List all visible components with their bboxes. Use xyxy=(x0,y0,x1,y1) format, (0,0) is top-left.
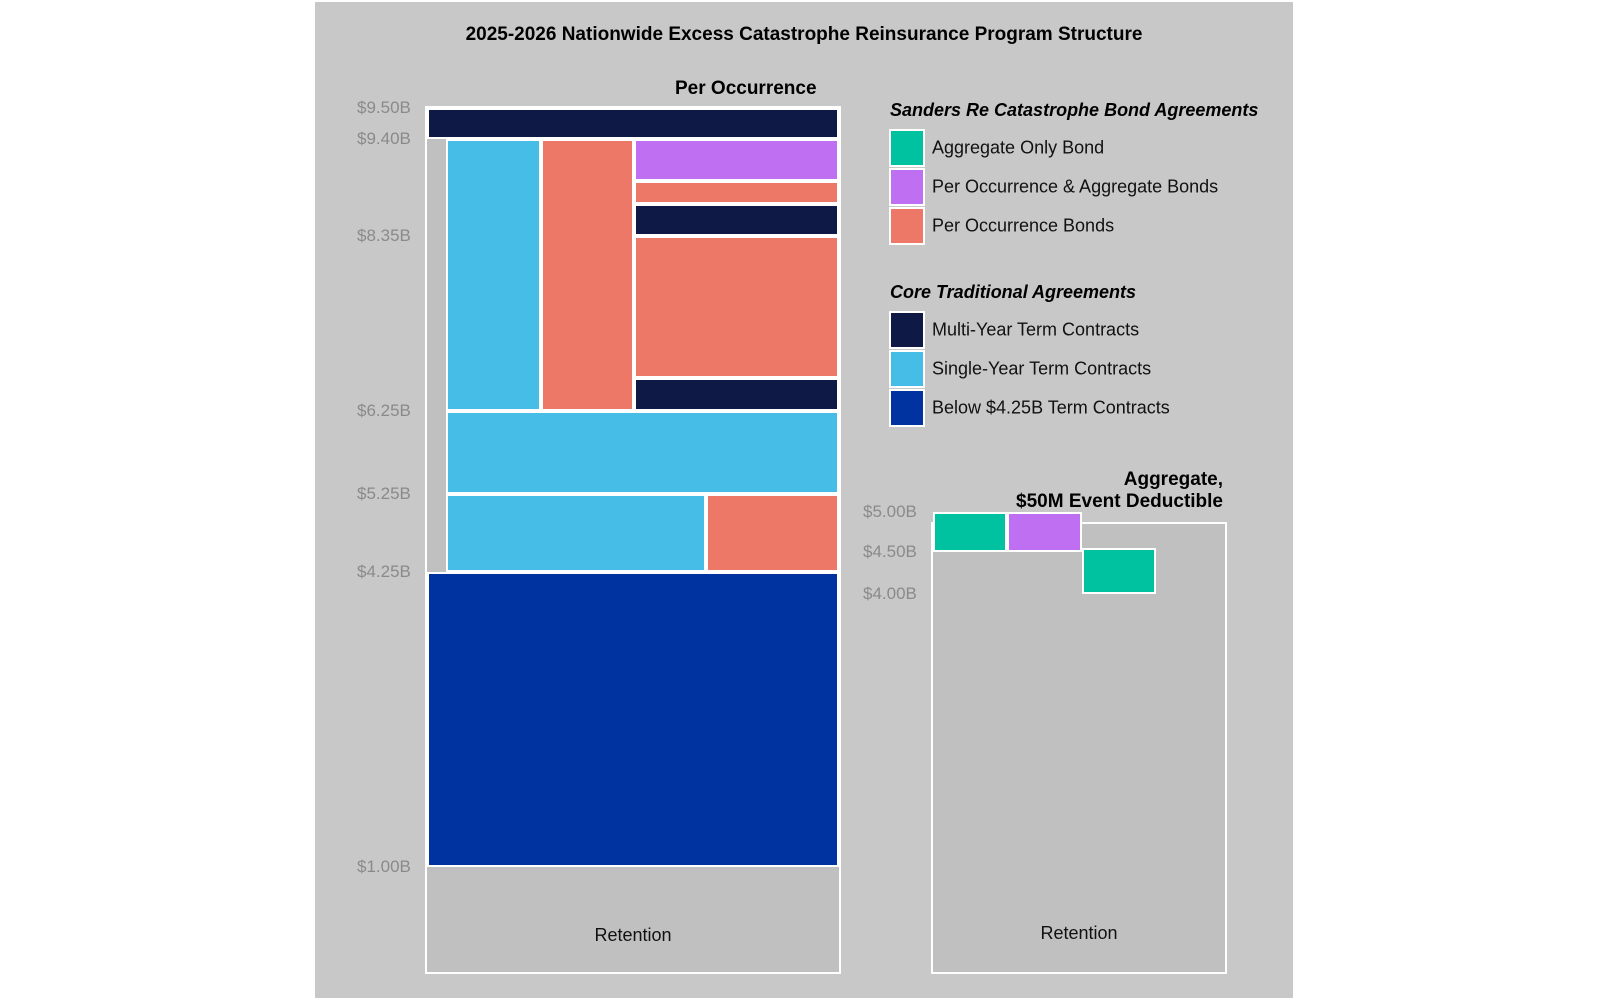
legend-swatch xyxy=(889,207,925,245)
legend-heading: Sanders Re Catastrophe Bond Agreements xyxy=(890,100,1259,120)
aggregate-tick-label: $5.00B xyxy=(863,502,917,521)
layer-multi-year-mid xyxy=(633,203,839,236)
layer-per-occ-bond-mid xyxy=(633,236,839,378)
per-occurrence-box: Retention xyxy=(425,106,841,974)
legend-label: Per Occurrence & Aggregate Bonds xyxy=(932,176,1219,197)
aggregate-box: Retention xyxy=(931,512,1227,974)
aggregate-title-line1: Aggregate, xyxy=(1123,469,1223,490)
per-occurrence-tick-label: $9.50B xyxy=(357,98,411,117)
layer-per-occ-agg-bond-agg xyxy=(1007,512,1082,552)
legend-swatch xyxy=(889,350,925,388)
per-occurrence-retention-label: Retention xyxy=(594,925,672,945)
legend-label: Aggregate Only Bond xyxy=(932,137,1105,158)
legend-label: Single-Year Term Contracts xyxy=(932,358,1152,379)
aggregate-tick-label: $4.50B xyxy=(863,542,917,561)
layer-per-occ-bond-lower xyxy=(706,494,839,572)
layer-single-year-lower xyxy=(445,494,707,572)
legend-swatch xyxy=(889,168,925,206)
legend-label: Below $4.25B Term Contracts xyxy=(932,397,1170,418)
per-occurrence-title: Per Occurrence xyxy=(675,78,817,99)
per-occurrence-tick-label: $1.00B xyxy=(357,857,411,876)
layer-single-year-upper xyxy=(445,139,541,411)
per-occurrence-tick-label: $8.35B xyxy=(357,226,411,245)
aggregate-tick-label: $4.00B xyxy=(863,584,917,603)
legend-swatch xyxy=(889,311,925,349)
layer-per-occ-bond-upper xyxy=(540,139,634,411)
layer-aggregate-only-bond-a xyxy=(933,512,1008,552)
layer-single-year-wide xyxy=(445,411,839,494)
per-occurrence-tick-label: $4.25B xyxy=(357,562,411,581)
layer-below-425-term xyxy=(427,572,839,867)
per-occurrence-tick-label: $9.40B xyxy=(357,129,411,148)
legend-swatch xyxy=(889,129,925,167)
aggregate-retention-label: Retention xyxy=(1040,923,1118,943)
legend-heading: Core Traditional Agreements xyxy=(890,282,1137,302)
layer-multi-year-top xyxy=(427,108,839,139)
legend-label: Per Occurrence Bonds xyxy=(932,215,1115,236)
layer-aggregate-only-bond-b xyxy=(1081,548,1157,594)
chart-title: 2025-2026 Nationwide Excess Catastrophe … xyxy=(465,24,1143,45)
chart-panel: 2025-2026 Nationwide Excess Catastrophe … xyxy=(315,2,1293,998)
layer-multi-year-low xyxy=(633,377,839,411)
layer-per-occ-bond-thin xyxy=(633,180,839,204)
aggregate-title: Aggregate, $50M Event Deductible xyxy=(935,469,1223,513)
per-occurrence-tick-label: $5.25B xyxy=(357,484,411,503)
per-occurrence-tick-label: $6.25B xyxy=(357,401,411,420)
aggregate-title-line2: $50M Event Deductible xyxy=(1016,491,1223,512)
layer-per-occ-agg-bond xyxy=(633,139,839,181)
legend-label: Multi-Year Term Contracts xyxy=(932,319,1140,340)
legend-swatch xyxy=(889,389,925,427)
